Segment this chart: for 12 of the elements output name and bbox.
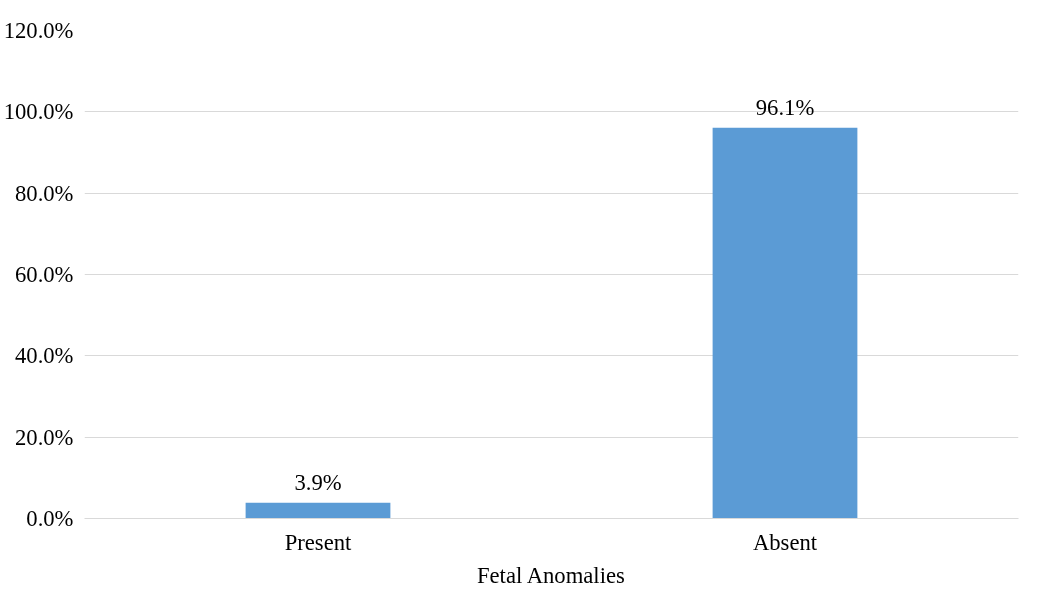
y-tick-label: 20.0% [14,424,74,450]
data-label: 3.9% [294,469,342,495]
x-tick-label: Present [284,529,353,555]
x-tick-label: Absent [752,529,818,555]
y-tick-label: 40.0% [14,343,74,369]
data-label: 96.1% [755,94,815,120]
x-axis-title: Fetal Anomalies [476,562,625,588]
y-tick-label: 0.0% [26,506,74,531]
y-tick-label: 60.0% [14,262,74,287]
y-tick-label: 100.0% [3,99,74,125]
y-tick-label: 120.0% [3,18,74,43]
y-tick-label: 80.0% [14,180,74,206]
